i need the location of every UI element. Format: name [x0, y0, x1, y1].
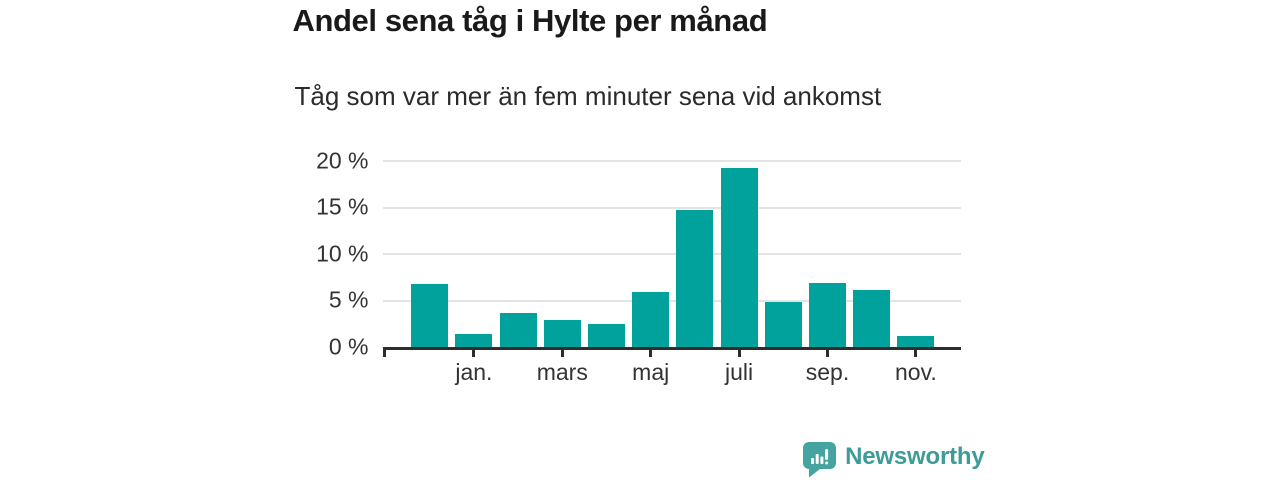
bar-aug [764, 302, 802, 347]
bar-jan [455, 333, 493, 347]
bar-sep [809, 282, 846, 347]
x-tick-label-juli: juli [725, 359, 754, 385]
x-tick-jan [472, 350, 476, 357]
x-tick-label-jan: jan. [455, 359, 493, 385]
x-axis: jan. mars maj juli sep. nov. [382, 350, 961, 392]
x-tick-mars [560, 350, 564, 357]
x-tick-label-nov: nov. [895, 359, 937, 385]
bar-feb [499, 312, 537, 347]
bar-apr [588, 323, 625, 347]
plot-area [382, 160, 961, 350]
y-axis-labels: 0 % 5 % 10 % 15 % 20 % [293, 148, 369, 360]
y-tick-label-0: 0 % [328, 333, 369, 360]
x-tick-juli [737, 350, 741, 357]
y-tick-label-15: 15 % [316, 193, 369, 220]
bar-maj [632, 292, 670, 347]
gridline-10 [382, 253, 961, 255]
x-tick-label-sep: sep. [805, 359, 850, 385]
chart-title: Andel sena tåg i Hylte per månad [292, 3, 768, 38]
bar-nov [897, 335, 935, 347]
x-tick-label-maj: maj [632, 359, 670, 385]
newsworthy-logo-icon [803, 441, 837, 477]
x-tick-maj [649, 350, 653, 357]
x-tick-sep [826, 350, 829, 357]
y-tick-label-20: 20 % [316, 147, 369, 174]
chart-subtitle: Tåg som var mer än fem minuter sena vid … [294, 81, 882, 111]
x-tick-origin [382, 350, 386, 357]
chart-content: Andel sena tåg i Hylte per månad Tåg som… [293, 0, 988, 480]
bar-dec [411, 283, 449, 347]
y-tick-label-10: 10 % [316, 240, 369, 267]
bar-juni [676, 210, 714, 347]
gridline-5 [382, 299, 961, 302]
x-tick-nov [914, 350, 918, 357]
bar-juli [720, 168, 758, 347]
newsworthy-logo-text: Newsworthy [845, 443, 985, 470]
gridline-20 [382, 160, 961, 162]
bar-mars [543, 320, 581, 347]
newsworthy-logo: Newsworthy [803, 440, 985, 478]
gridline-15 [382, 206, 961, 209]
x-tick-label-mars: mars [536, 359, 588, 385]
y-tick-label-5: 5 % [328, 286, 369, 313]
bar-okt [853, 290, 891, 347]
